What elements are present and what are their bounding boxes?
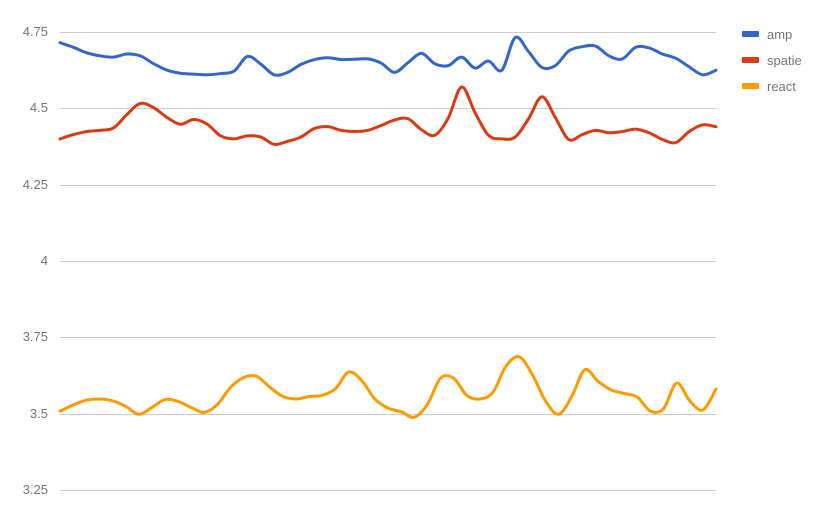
- series-lines: [58, 35, 718, 419]
- legend-item-spatie[interactable]: spatie: [742, 47, 820, 73]
- y-axis-tick-label: 4.25: [23, 177, 48, 192]
- legend-item-label: spatie: [767, 52, 802, 68]
- series-line-spatie: [58, 85, 718, 146]
- legend-item-amp[interactable]: amp: [742, 21, 820, 47]
- y-axis-labels: 4.75 4.5 4.25 4 3.75 3.5 3.25: [23, 24, 48, 497]
- series-line-react: [58, 355, 718, 419]
- series-line-amp: [58, 35, 718, 77]
- legend-item-react[interactable]: react: [742, 73, 820, 99]
- legend-swatch-icon: [742, 57, 759, 63]
- legend-swatch-icon: [742, 31, 759, 37]
- legend-swatch-icon: [742, 83, 759, 89]
- gridlines: [60, 32, 716, 491]
- chart-legend: amp spatie react: [742, 21, 820, 99]
- y-axis-tick-label: 4: [41, 253, 48, 268]
- y-axis-tick-label: 4.75: [23, 24, 48, 39]
- legend-item-label: react: [767, 78, 796, 94]
- legend-item-label: amp: [767, 26, 793, 42]
- y-axis-tick-label: 3.5: [30, 406, 48, 421]
- y-axis-tick-label: 4.5: [30, 100, 48, 115]
- y-axis-tick-label: 3.25: [23, 482, 48, 497]
- y-axis-tick-label: 3.75: [23, 329, 48, 344]
